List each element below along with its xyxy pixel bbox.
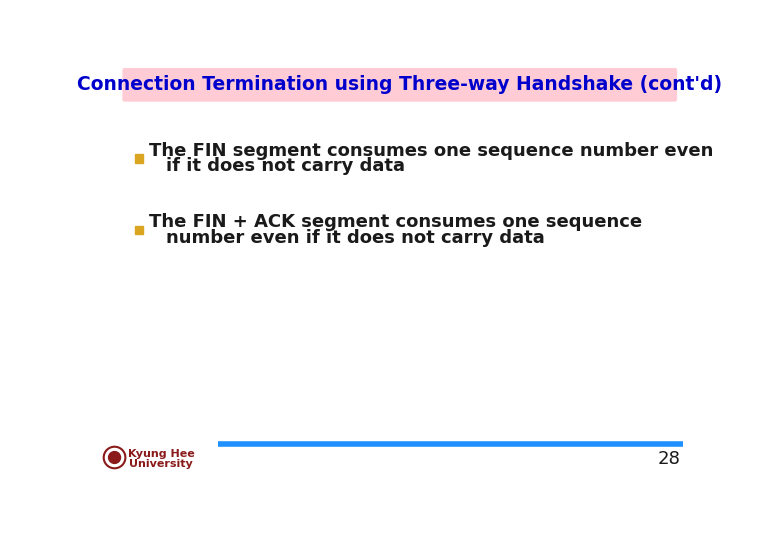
Text: 28: 28 bbox=[658, 450, 680, 468]
FancyBboxPatch shape bbox=[135, 154, 144, 163]
Text: University: University bbox=[129, 458, 192, 469]
FancyBboxPatch shape bbox=[135, 226, 144, 234]
Text: Connection Termination using Three-way Handshake (cont'd): Connection Termination using Three-way H… bbox=[77, 75, 722, 94]
Text: The FIN + ACK segment consumes one sequence: The FIN + ACK segment consumes one seque… bbox=[150, 213, 643, 231]
Text: if it does not carry data: if it does not carry data bbox=[166, 157, 406, 175]
Circle shape bbox=[108, 451, 121, 463]
Text: number even if it does not carry data: number even if it does not carry data bbox=[166, 228, 545, 247]
FancyBboxPatch shape bbox=[123, 69, 676, 101]
Text: The FIN segment consumes one sequence number even: The FIN segment consumes one sequence nu… bbox=[150, 141, 714, 160]
Text: Kyung Hee: Kyung Hee bbox=[129, 449, 195, 458]
